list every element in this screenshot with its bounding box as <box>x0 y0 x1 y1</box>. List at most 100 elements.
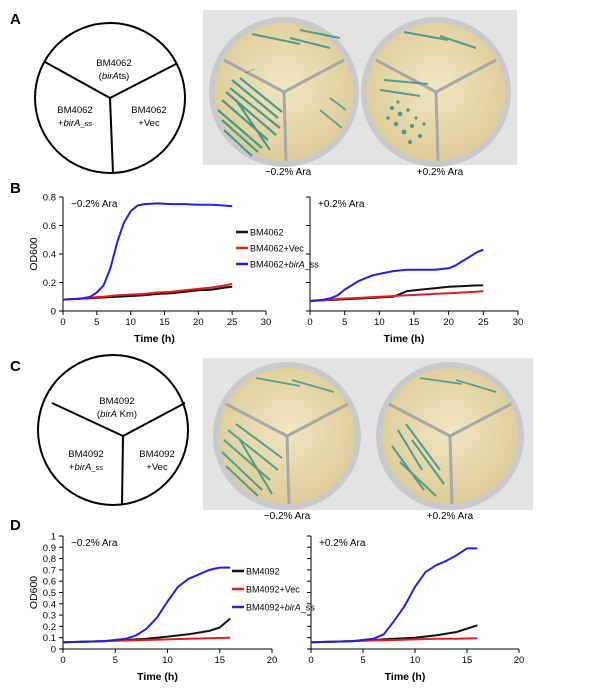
plate-a-plus-divider-2 <box>435 58 497 94</box>
d-minus-y-tick-label: 1 <box>51 532 56 543</box>
d-minus-x-tick-label: 20 <box>267 655 278 666</box>
plate-a-minus-streaks-left <box>217 77 283 157</box>
schematic-c-right-line1: BM4092 <box>139 449 174 460</box>
b-minus-series-2-line <box>62 202 233 301</box>
chart-d-plus-ara: 0 5 10 15 20 Time (h) +0.2% Ara <box>307 535 524 683</box>
plate-a-plus-divider-3 <box>434 91 440 162</box>
b-minus-annotation: −0.2% Ara <box>71 199 118 210</box>
schematic-c-circle <box>37 354 189 506</box>
plate-c-plus-streaks-left <box>391 423 445 497</box>
plate-a-plus-divider-1 <box>375 58 437 94</box>
b-minus-x-tick-label: 0 <box>60 317 65 328</box>
legend-b-entry: BM4062+birA_ss <box>250 260 319 270</box>
b-plus-series-2-line <box>309 248 484 302</box>
plate-a-minus-divider-1 <box>223 58 285 94</box>
photo-c-label-plus: +0.2% Ara <box>427 511 474 522</box>
d-minus-y-tick-label: 0.2 <box>43 622 56 633</box>
schematic-c: BM4092 (birA Km) BM4092 +birA_ss BM4092 … <box>37 354 189 506</box>
d-minus-x-tick-label: 5 <box>113 655 118 666</box>
b-minus-x-tick-label: 5 <box>94 317 99 328</box>
d-minus-x-tick-label: 0 <box>60 655 65 666</box>
plate-a-plus-streaks <box>379 31 477 97</box>
schematic-a-divider-bottom <box>109 97 114 174</box>
legend-b-entry: BM4062+Vec <box>250 244 304 254</box>
d-plus-x-axis-label: Time (h) <box>385 671 426 683</box>
plate-a-plus-photo <box>361 17 511 167</box>
schematic-a: BM4062 (birAts) BM4062 +birA_ss BM4062 +… <box>34 22 186 174</box>
b-minus-x-axis-label: Time (h) <box>134 333 175 345</box>
legend-d-entry: BM4092 <box>246 567 280 577</box>
plate-c-minus-divider-2 <box>286 402 349 438</box>
schematic-a-divider-left <box>44 61 111 99</box>
legend-d: BM4092 BM4092+Vec BM4092+birA_ss <box>232 567 315 613</box>
b-minus-x-tick-label: 10 <box>125 317 136 328</box>
plate-a-minus-divider-3 <box>282 91 288 162</box>
d-minus-y-tick-label: 0.7 <box>43 565 56 576</box>
b-plus-x-tick-label: 5 <box>342 317 347 328</box>
schematic-c-top-line1: BM4092 <box>99 396 134 407</box>
b-minus-x-tick-label: 20 <box>193 317 204 328</box>
plate-a-plus-colonies-left <box>386 100 426 144</box>
d-plus-x-tick-label: 5 <box>360 655 365 666</box>
schematic-c-divider-left <box>51 402 124 437</box>
b-minus-x-tick-label: 15 <box>159 317 170 328</box>
schematic-c-right-line2: +Vec <box>146 462 168 473</box>
panel-letter-a: A <box>10 11 21 28</box>
b-minus-x-tick-label: 25 <box>227 317 238 328</box>
plate-c-plus-streaks-top <box>419 377 497 393</box>
plate-c-minus-divider-1 <box>225 402 288 438</box>
b-minus-y-tick-label: 0 <box>51 307 56 318</box>
d-minus-series-2-line <box>62 566 231 644</box>
legend-b: BM4062 BM4062+Vec BM4062+birA_ss <box>236 228 319 270</box>
d-plus-annotation: +0.2% Ara <box>319 538 366 549</box>
plate-c-plus-photo <box>376 362 524 510</box>
d-plus-x-tick-label: 15 <box>462 655 473 666</box>
photo-a-label-plus: +0.2% Ara <box>417 167 464 178</box>
d-plus-series-2-line <box>310 547 478 644</box>
panel-letter-c: C <box>10 358 21 375</box>
schematic-a-divider-right <box>109 63 177 99</box>
d-minus-x-tick-label: 15 <box>214 655 225 666</box>
d-minus-y-tick-label: 0.1 <box>43 633 56 644</box>
chart-d-minus-ara: 0 5 10 15 2000.10.20.30.40.50.60.70.80.91Tim… <box>28 532 277 684</box>
plate-a-minus-streaks-right <box>319 97 347 129</box>
b-minus-y-tick-label: 0.4 <box>43 250 56 261</box>
schematic-a-top-line2: (birAts) <box>99 71 130 82</box>
b-plus-x-tick-label: 30 <box>513 317 524 328</box>
panel-letter-d: D <box>10 517 21 534</box>
plate-c-minus-photo <box>213 362 361 510</box>
b-plus-x-tick-label: 0 <box>307 317 312 328</box>
plate-c-plus-divider-2 <box>449 402 512 438</box>
plate-c-minus-streaks-left <box>221 423 283 497</box>
legend-d-entry: BM4092+birA_ss <box>246 603 315 613</box>
b-plus-series-1-line <box>309 290 484 302</box>
legend-b-entry: BM4062 <box>250 228 284 238</box>
d-plus-x-tick-label: 0 <box>308 655 313 666</box>
plate-a-minus-mark: ~~~ <box>244 67 257 77</box>
d-minus-y-tick-label: 0.3 <box>43 611 56 622</box>
schematic-c-left-line1: BM4092 <box>68 449 103 460</box>
b-minus-x-tick-label: 30 <box>261 317 272 328</box>
plate-a-minus-photo: ~~~ <box>209 17 359 167</box>
legend-d-entry: BM4092+Vec <box>246 585 300 595</box>
plate-a-minus-streaks-top <box>251 29 341 49</box>
b-plus-x-tick-label: 25 <box>478 317 489 328</box>
photo-c-label-minus: −0.2% Ara <box>264 511 311 522</box>
plate-c-minus-divider-3 <box>285 435 291 505</box>
b-plus-x-axis-label: Time (h) <box>384 333 425 345</box>
plate-a-minus-divider-2 <box>283 58 345 94</box>
b-plus-annotation: +0.2% Ara <box>318 199 365 210</box>
chart-b-plus-ara: 0 5 10 15 20 25 30 Time (h) +0.2% Ara <box>306 196 524 345</box>
b-plus-x-tick-label: 15 <box>409 317 420 328</box>
schematic-a-right-line2: +Vec <box>138 118 160 129</box>
chart-b-minus-ara: 0 5 10 15 20 25 30 0 0.2 0.4 0.6 0.8 Time (h) OD600 −0… <box>28 193 271 346</box>
plate-c-plus-divider-3 <box>448 435 454 505</box>
b-minus-series-1-line <box>62 282 233 301</box>
b-plus-x-tick-label: 20 <box>443 317 454 328</box>
b-minus-y-tick-label: 0.6 <box>43 221 56 232</box>
photo-a-label-minus: −0.2% Ara <box>265 167 312 178</box>
schematic-a-left-line2: +birA_ss <box>58 118 92 129</box>
schematic-c-left-line2: +birA_ss <box>69 462 103 473</box>
b-minus-y-tick-label: 0.8 <box>43 193 56 204</box>
